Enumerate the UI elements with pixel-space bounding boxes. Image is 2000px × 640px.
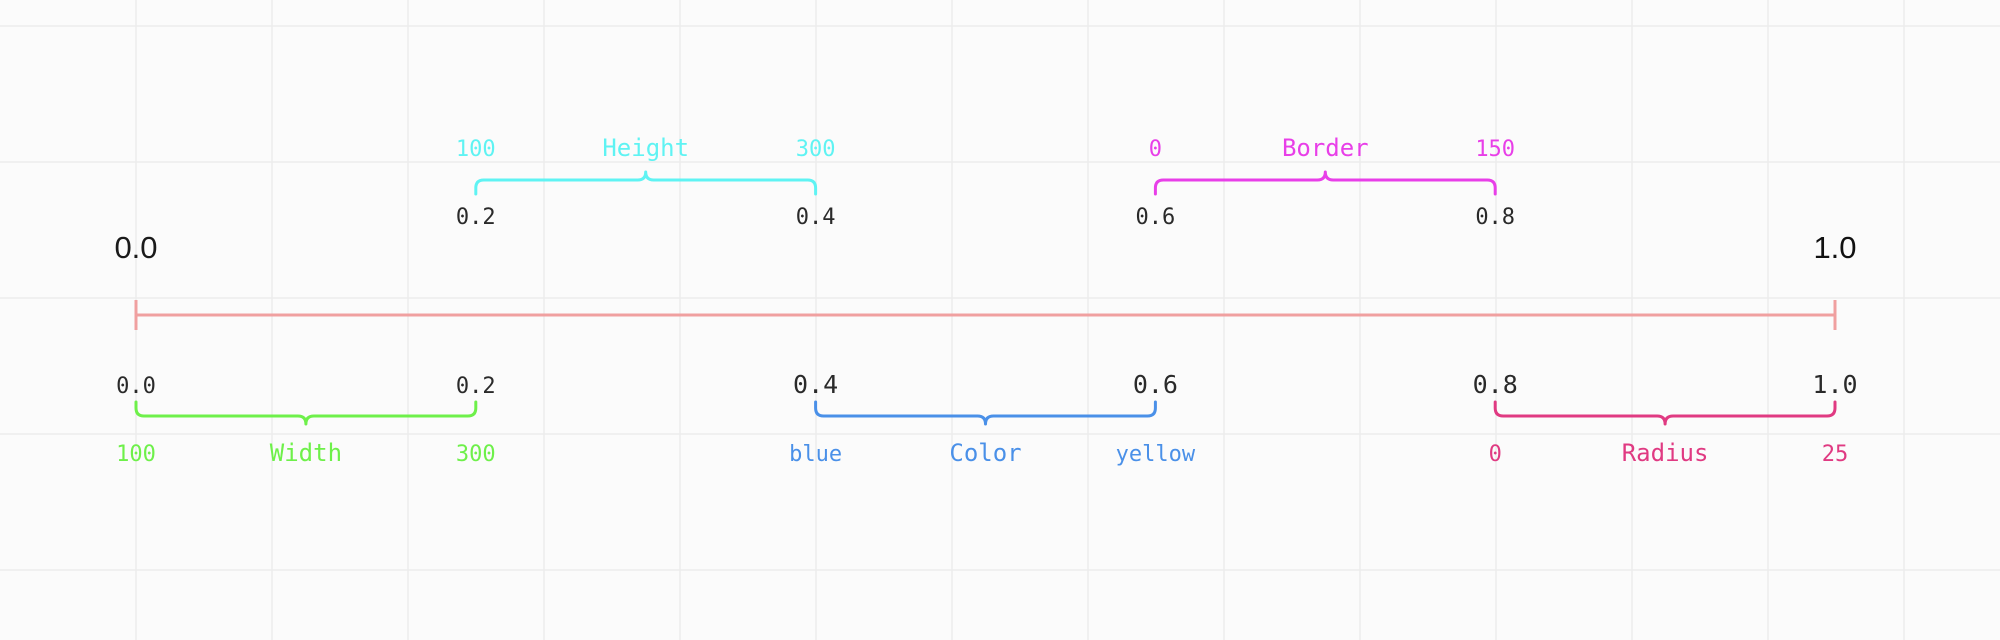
bracket-radius-end-tick-label: 1.0 [1812,370,1857,399]
bracket-height-start-value-label: 100 [456,137,496,162]
bracket-height: 0.2 0.4 100 300 Height [456,134,836,230]
bracket-radius-start-value-label: 0 [1489,442,1502,467]
bracket-height-property-label: Height [602,134,689,162]
bracket-width-end-value-label: 300 [456,442,496,467]
bracket-radius: 0.8 1.0 0 25 Radius [1473,370,1858,467]
bracket-border-brace [1153,170,1497,196]
main-scale-end-label: 1.0 [1813,230,1856,265]
bracket-color: 0.4 0.6 blue yellow Color [789,370,1196,467]
bracket-height-end-tick-label: 0.4 [796,205,836,230]
bracket-color-brace [814,400,1157,426]
bracket-height-brace [474,170,818,196]
bracket-width-end-tick-label: 0.2 [456,374,496,399]
bracket-width-start-tick-label: 0.0 [116,374,156,399]
bracket-border-end-value-label: 150 [1475,137,1515,162]
main-scale-start-label: 0.0 [114,230,157,265]
bracket-group: 0.2 0.4 100 300 Height 0.6 0.8 0 150 Border 0.0 0.2… [116,134,1857,467]
bracket-color-end-value-label: yellow [1116,442,1196,467]
bracket-width-brace [134,400,478,426]
bracket-radius-brace [1493,400,1837,426]
main-scale: 0.0 1.0 [114,230,1857,330]
bracket-height-end-value-label: 300 [796,137,836,162]
bracket-color-start-tick-label: 0.4 [793,370,838,399]
bracket-color-start-value-label: blue [789,442,842,467]
bracket-width-start-value-label: 100 [116,442,156,467]
bracket-border-start-tick-label: 0.6 [1136,205,1176,230]
bracket-radius-start-tick-label: 0.8 [1473,370,1518,399]
bracket-radius-end-value-label: 25 [1822,442,1849,467]
bracket-width: 0.0 0.2 100 300 Width [116,374,496,467]
bracket-border-start-value-label: 0 [1149,137,1162,162]
bracket-color-end-tick-label: 0.6 [1133,370,1178,399]
bracket-height-start-tick-label: 0.2 [456,205,496,230]
bracket-color-property-label: Color [949,439,1021,467]
bracket-border-property-label: Border [1282,134,1369,162]
bracket-radius-property-label: Radius [1622,439,1709,467]
bracket-border-end-tick-label: 0.8 [1475,205,1515,230]
bracket-width-property-label: Width [270,439,342,467]
bracket-border: 0.6 0.8 0 150 Border [1136,134,1516,230]
